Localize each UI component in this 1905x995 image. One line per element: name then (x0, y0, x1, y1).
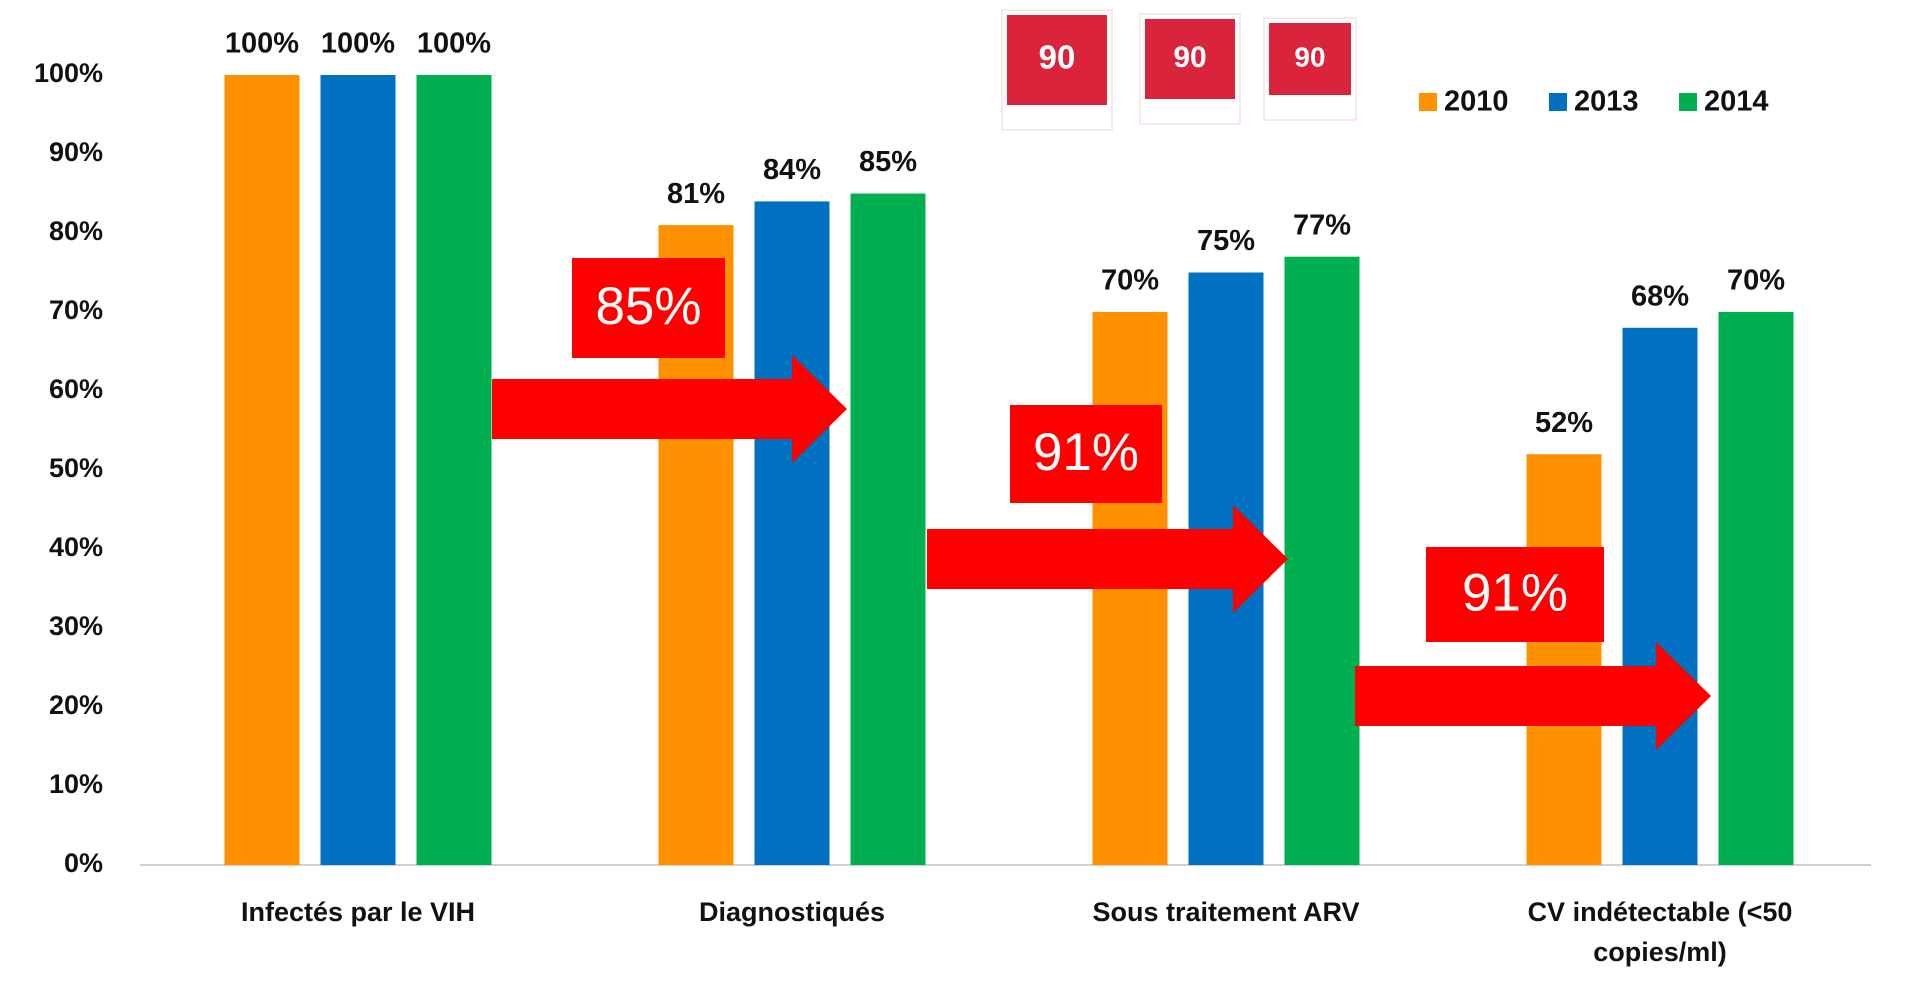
data-label: 100% (321, 28, 395, 60)
y-tick-label: 100% (34, 58, 103, 88)
bar (320, 75, 396, 865)
arrow (492, 355, 847, 463)
x-tick-label: Diagnostiqués (698, 897, 886, 927)
y-tick-label: 0% (64, 848, 103, 878)
data-label: 100% (225, 28, 299, 60)
data-label: 70% (1727, 265, 1785, 297)
legend-label: 2013 (1574, 86, 1639, 118)
y-tick-label: 60% (49, 374, 103, 404)
annotation-box (572, 258, 725, 358)
badge-text: 90 (1294, 41, 1325, 72)
y-tick-label: 40% (49, 532, 103, 562)
bar (1622, 327, 1698, 865)
legend-label: 2010 (1444, 86, 1509, 118)
data-label: 70% (1101, 265, 1159, 297)
bar (1526, 454, 1602, 865)
data-label: 75% (1197, 225, 1255, 257)
data-label: 84% (763, 154, 821, 186)
annotation-box (1010, 405, 1162, 503)
y-tick-label: 50% (49, 453, 103, 483)
annotation: 91% (1462, 564, 1568, 623)
y-tick-label: 10% (49, 769, 103, 799)
badge (1145, 19, 1235, 99)
data-label: 68% (1631, 280, 1689, 312)
data-label: 81% (667, 178, 725, 210)
y-tick-label: 70% (49, 295, 103, 325)
data-label: 100% (417, 28, 491, 60)
bar (416, 75, 492, 865)
y-tick-label: 80% (49, 216, 103, 246)
legend-swatch (1679, 93, 1697, 111)
x-tick-label: Sous traitement ARV (1092, 897, 1360, 927)
x-tick-label: Infectés par le VIH (240, 897, 476, 927)
arrow (927, 505, 1288, 613)
bar (224, 75, 300, 865)
y-tick-label: 20% (49, 690, 103, 720)
annotation-box (1426, 547, 1604, 642)
y-tick-label: 30% (49, 611, 103, 641)
legend-swatch (1419, 93, 1437, 111)
y-tick-label: 90% (49, 137, 103, 167)
bar (754, 201, 830, 865)
annotation: 91% (1033, 423, 1139, 482)
bar (1718, 312, 1794, 865)
annotation: 85% (595, 277, 701, 336)
data-label: 85% (859, 146, 917, 178)
badge (1269, 23, 1351, 95)
legend-swatch (1549, 93, 1567, 111)
x-tick-label: CV indétectable (<50 copies/ml) (1527, 897, 1793, 967)
legend-label: 2014 (1704, 86, 1769, 118)
badge (1007, 15, 1107, 105)
bar (1284, 256, 1360, 865)
data-label: 52% (1535, 407, 1593, 439)
arrow (1355, 642, 1711, 750)
bar (850, 193, 926, 865)
data-label: 77% (1293, 209, 1351, 241)
badge-text: 90 (1039, 39, 1076, 76)
badge-text: 90 (1173, 41, 1206, 74)
